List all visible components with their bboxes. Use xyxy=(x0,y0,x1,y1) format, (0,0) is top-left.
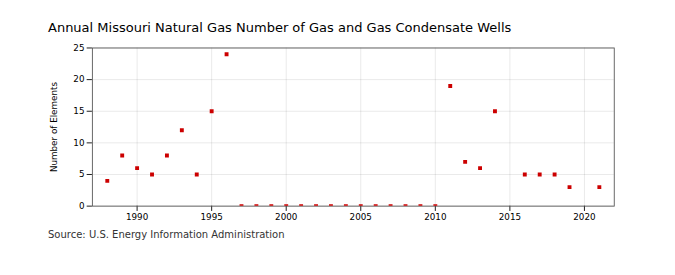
svg-text:2000: 2000 xyxy=(275,212,297,222)
svg-text:20: 20 xyxy=(73,74,84,84)
html-text:Annual Missouri Natural Gas Nu: Annual Missouri Natural Gas Number of Ga… xyxy=(48,20,512,35)
svg-text:5: 5 xyxy=(79,169,85,179)
svg-text:15: 15 xyxy=(73,106,84,116)
svg-text:1990: 1990 xyxy=(126,212,148,222)
svg-text:2015: 2015 xyxy=(499,212,521,222)
svg-text:Number of Elements: Number of Elements xyxy=(49,82,59,173)
svg-text:25: 25 xyxy=(73,43,84,53)
svg-text:2010: 2010 xyxy=(424,212,446,222)
svg-text:2020: 2020 xyxy=(573,212,595,222)
svg-text:1995: 1995 xyxy=(201,212,223,222)
html-text:Source: U.S. Energy Informatio: Source: U.S. Energy Information Administ… xyxy=(48,228,285,240)
svg-text:0: 0 xyxy=(79,201,85,211)
svg-text:2005: 2005 xyxy=(350,212,372,222)
svg-text:10: 10 xyxy=(73,138,84,148)
